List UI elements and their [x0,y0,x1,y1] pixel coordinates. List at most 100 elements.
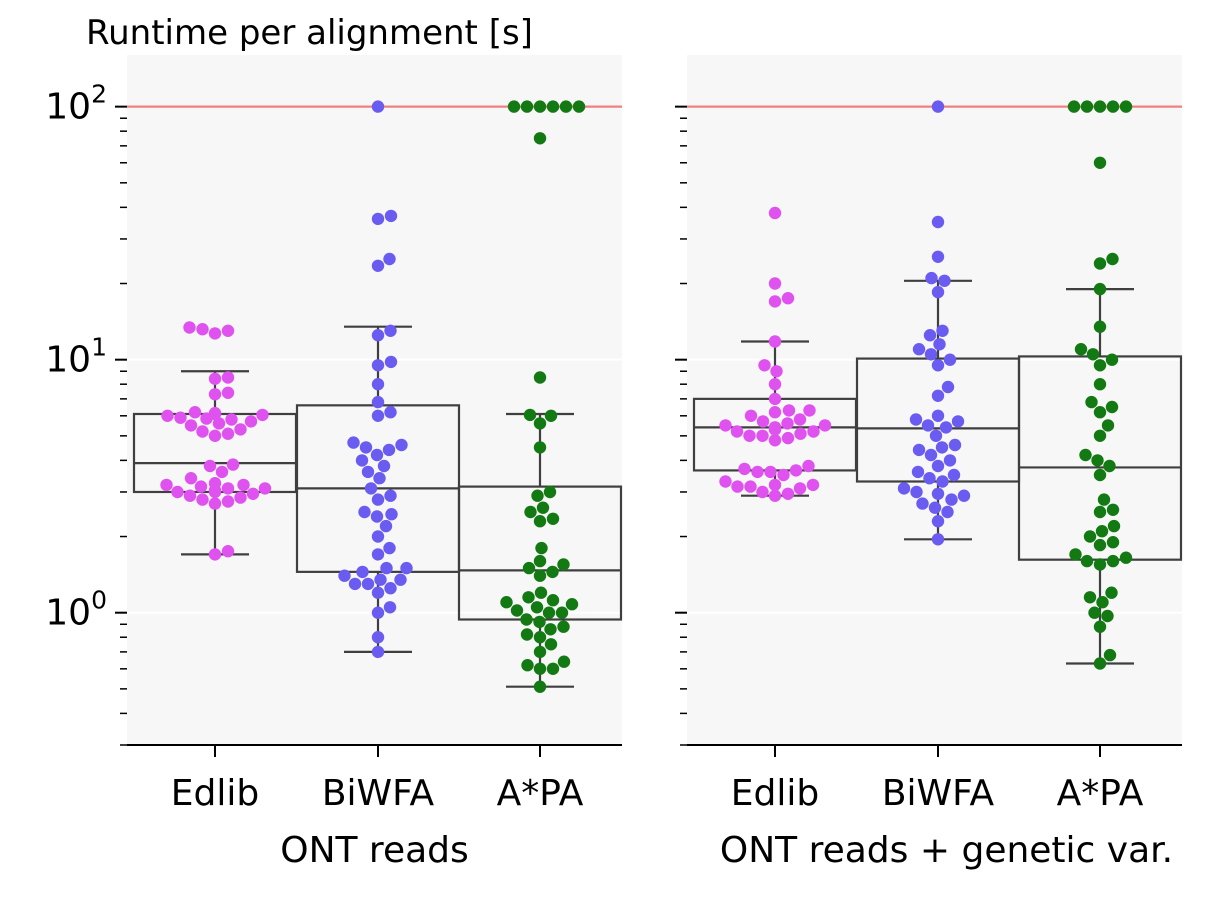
data-point [1093,406,1107,419]
data-point [196,323,209,336]
data-point [768,277,782,290]
data-point [1106,536,1120,549]
data-point [1086,348,1100,361]
data-point [768,406,782,419]
data-point [921,419,935,432]
data-point [1103,459,1116,473]
data-point [520,628,534,641]
data-point [793,413,807,426]
data-point [768,434,782,447]
data-point [789,464,803,477]
data-point [384,355,398,369]
data-point [377,459,391,473]
data-point [184,472,198,485]
data-point [1106,554,1120,568]
data-point [395,438,408,452]
data-point [803,404,816,417]
data-point [256,408,269,422]
data-point [1119,100,1133,113]
data-point [936,475,949,488]
data-point [356,565,369,579]
data-point [174,411,187,424]
data-point [221,427,235,440]
data-point [1093,620,1107,633]
data-point [196,425,209,438]
data-point [522,561,536,575]
x-tick-label: A*PA [497,773,584,814]
data-point [730,425,744,438]
data-point [380,561,393,575]
data-point [361,577,375,591]
data-point [911,465,925,479]
data-point [935,441,949,454]
data-point [543,485,557,499]
data-point [383,252,396,266]
data-point [781,417,794,430]
data-point [931,215,945,229]
data-point [361,465,375,479]
data-point [1093,558,1107,571]
data-point [557,620,570,633]
data-point [383,601,397,614]
data-point [731,480,744,493]
data-point [565,598,579,611]
data-point [371,645,385,659]
data-point [531,489,544,502]
data-point [777,468,790,482]
data-point [939,421,953,434]
data-point [818,419,832,432]
data-point [355,454,369,467]
data-point [215,465,229,479]
data-point [194,480,208,493]
data-point [1105,400,1119,414]
data-point [522,591,535,604]
data-point [161,409,174,422]
data-point [719,419,732,432]
x-tick-label: A*PA [1057,773,1144,814]
data-point [758,359,771,372]
data-point [521,659,534,672]
data-point [371,259,385,272]
data-point [394,573,407,586]
data-point [1079,448,1092,462]
data-point [371,395,385,409]
data-point [533,371,547,384]
data-point [546,565,559,579]
data-point [221,495,235,508]
data-point [931,359,945,372]
data-point [1103,648,1117,662]
data-point [400,561,413,575]
data-point [931,533,945,546]
data-point [347,436,360,449]
data-point [371,212,385,226]
data-point [1080,554,1094,568]
data-point [1093,100,1107,113]
data-point [912,443,926,457]
data-point [1106,252,1119,266]
data-point [384,324,397,337]
data-point [221,324,235,337]
data-point [770,365,783,378]
data-point [533,662,547,675]
y-tick-label: 102 [45,80,107,128]
data-point [1095,525,1109,538]
data-point [544,638,558,651]
data-point [533,132,547,145]
data-point [196,493,209,506]
data-point [544,623,557,636]
data-point [1093,156,1107,169]
data-point [359,441,373,454]
data-point [1085,395,1098,409]
data-point [383,541,396,555]
data-point [371,548,385,561]
data-point [957,489,971,502]
data-point [535,541,548,555]
data-point [371,378,385,391]
data-point [533,417,547,430]
data-point [1093,257,1107,270]
data-point [1105,586,1118,599]
data-point [923,472,936,485]
data-point [929,429,943,442]
data-point [544,409,558,422]
data-point [183,489,197,502]
